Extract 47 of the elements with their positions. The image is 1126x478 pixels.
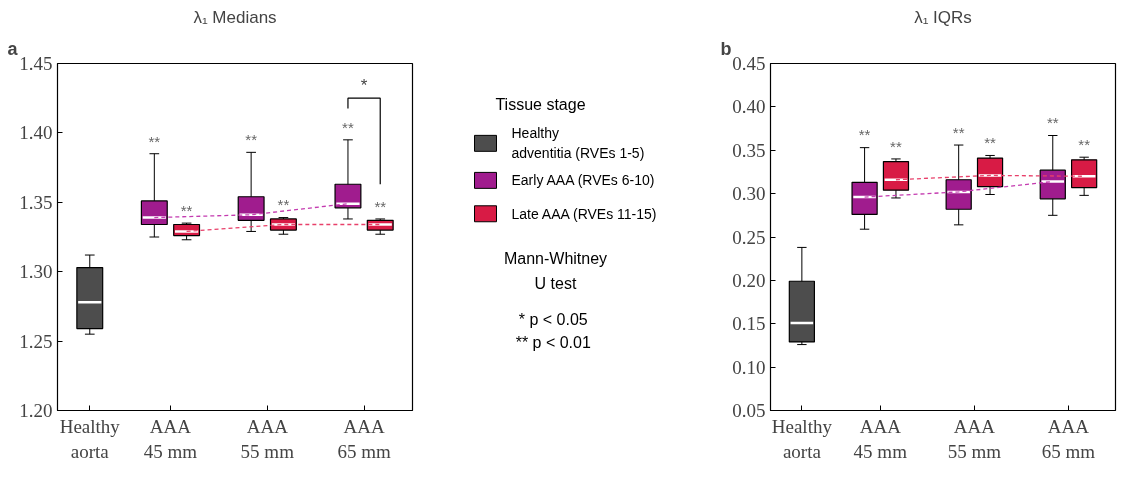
chart-title: λ₁ Medians xyxy=(193,7,277,27)
y-tick-label: 1.30 xyxy=(19,261,53,283)
x-tick-label: AAA 65 mm xyxy=(1041,415,1096,462)
y-tick-label: 0.15 xyxy=(732,313,766,335)
legend-title: Tissue stage xyxy=(495,96,586,114)
x-tick-label: AAA 45 mm xyxy=(143,415,198,462)
text: ** xyxy=(858,126,871,144)
text: a xyxy=(7,38,19,59)
text: ** xyxy=(277,196,290,214)
legend-label: Early AAA (RVEs 6-10) xyxy=(511,172,655,189)
y-tick-label: 0.05 xyxy=(732,400,766,421)
y-tick-label: 1.45 xyxy=(19,53,53,74)
text: b xyxy=(720,38,732,59)
text: ** xyxy=(1078,136,1090,154)
text: ** p < 0.01 xyxy=(515,334,591,352)
text: ** xyxy=(1046,114,1059,132)
text: ** xyxy=(342,118,354,136)
x-tick-label: AAA 55 mm xyxy=(947,415,1002,462)
x-tick-label: Healthy aorta xyxy=(771,415,833,462)
legend-label: Late AAA (RVEs 11-15) xyxy=(511,205,657,222)
y-tick-label: 0.45 xyxy=(732,53,766,74)
text: ** xyxy=(148,132,161,150)
x-tick-label: Healthy aorta xyxy=(59,415,121,462)
y-tick-label: 0.35 xyxy=(732,139,766,161)
text: ** xyxy=(984,134,996,152)
legend-label: Healthy adventitia (RVEs 1-5) xyxy=(511,125,645,162)
text: ** xyxy=(890,137,902,155)
x-tick-label: AAA 45 mm xyxy=(853,415,908,462)
y-tick-label: 0.25 xyxy=(732,226,766,248)
y-tick-label: 0.20 xyxy=(732,269,766,291)
text: ** xyxy=(180,201,193,219)
text: ** xyxy=(245,131,257,149)
y-tick-label: 1.40 xyxy=(19,122,53,144)
annotation: * xyxy=(360,76,368,96)
y-tick-label: 1.20 xyxy=(19,400,53,421)
y-tick-label: 1.35 xyxy=(19,191,53,213)
y-tick-label: 0.10 xyxy=(732,356,766,378)
x-tick-label: AAA 65 mm xyxy=(337,415,391,462)
y-tick-label: 1.25 xyxy=(19,330,53,352)
chart-title: λ₁ IQRs xyxy=(914,7,972,27)
text: Mann-Whitney U test xyxy=(503,249,608,293)
y-tick-label: 0.30 xyxy=(732,183,766,205)
x-tick-label: AAA 55 mm xyxy=(240,415,295,462)
text: * p < 0.05 xyxy=(518,310,588,328)
text: ** xyxy=(952,123,965,141)
y-tick-label: 0.40 xyxy=(732,96,766,118)
text: ** xyxy=(374,197,387,215)
